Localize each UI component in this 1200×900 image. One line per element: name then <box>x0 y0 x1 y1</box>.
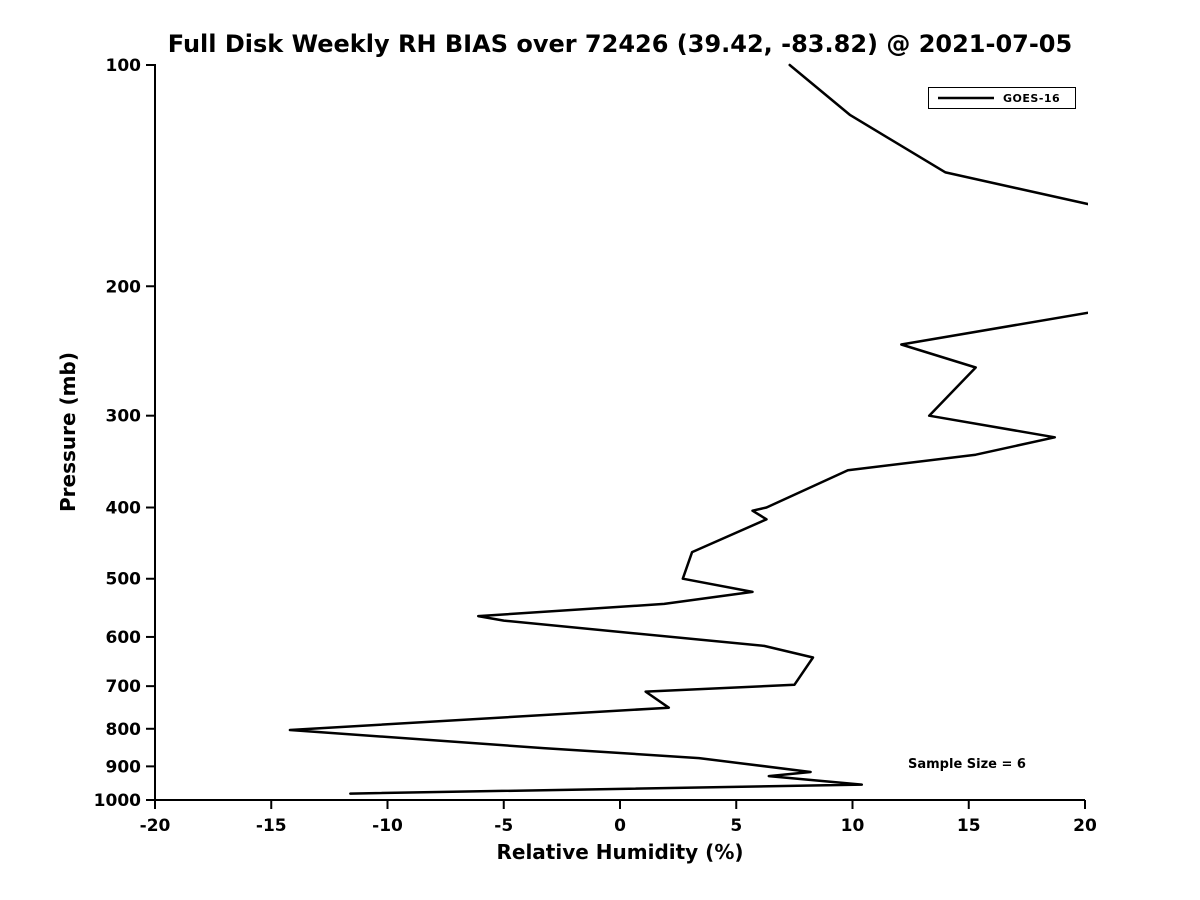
x-axis-label: Relative Humidity (%) <box>496 840 744 864</box>
y-tick-label: 900 <box>106 757 142 777</box>
x-tick-label: 0 <box>614 816 626 836</box>
x-tick-label: -10 <box>372 816 403 836</box>
legend-label: GOES-16 <box>1003 91 1061 105</box>
y-tick-label: 500 <box>106 570 142 590</box>
x-tick-label: 20 <box>1073 816 1097 836</box>
x-tick-label: -15 <box>256 816 287 836</box>
y-tick-label: 200 <box>106 277 142 297</box>
x-tick-label: -5 <box>494 816 513 836</box>
y-tick-label: 700 <box>106 677 142 697</box>
chart-title: Full Disk Weekly RH BIAS over 72426 (39.… <box>167 30 1073 58</box>
x-tick-label: 10 <box>841 816 865 836</box>
legend-line-sample <box>938 96 994 100</box>
y-tick-label: 300 <box>106 407 142 427</box>
y-tick-label: 400 <box>106 499 142 519</box>
y-tick-label: 100 <box>106 56 142 76</box>
sample-size-annotation: Sample Size = 6 <box>908 757 1026 772</box>
x-tick-label: 5 <box>730 816 742 836</box>
legend: GOES-16 <box>928 87 1076 109</box>
x-tick-label: -20 <box>140 816 171 836</box>
y-tick-label: 1000 <box>94 791 141 811</box>
y-tick-label: 800 <box>106 720 142 740</box>
series-line-goes-16 <box>288 63 1088 795</box>
y-tick-label: 600 <box>106 628 142 648</box>
x-tick-label: 15 <box>957 816 981 836</box>
